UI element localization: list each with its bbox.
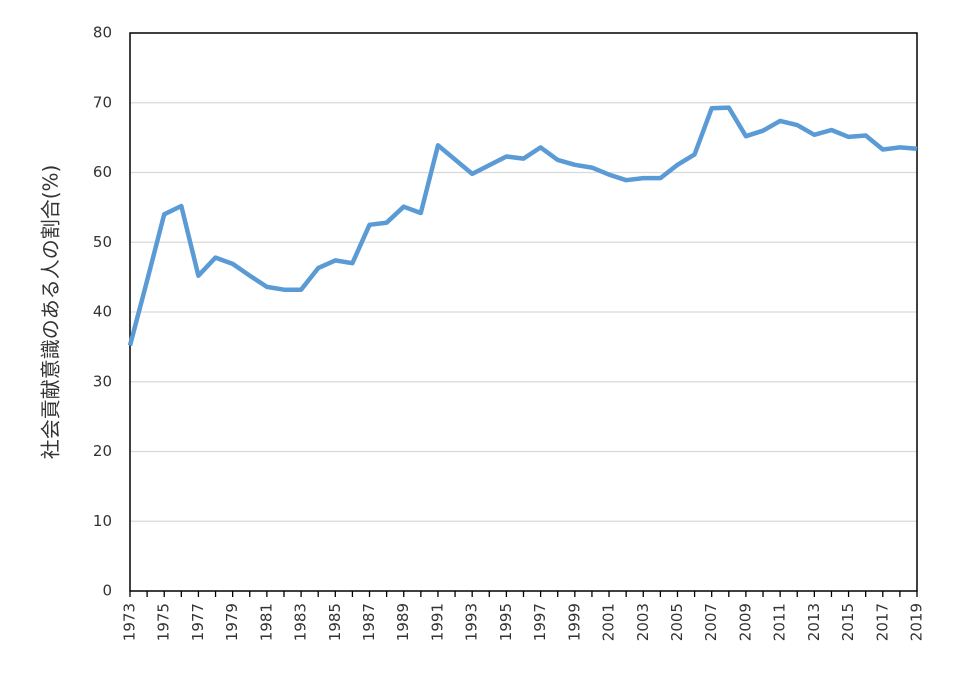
- x-tick-label: 1987: [360, 603, 378, 641]
- x-tick-label: 1981: [257, 603, 275, 641]
- y-tick-label: 0: [102, 582, 112, 600]
- y-axis: 0 10 20 30 40 50 60 70 80: [93, 24, 112, 600]
- y-tick-label: 50: [93, 233, 112, 251]
- x-tick-label: 1999: [565, 603, 583, 641]
- y-tick-label: 80: [93, 24, 112, 42]
- x-tick-label: 2003: [634, 603, 652, 641]
- x-tick-label: 2011: [771, 603, 789, 641]
- x-tick-label: 1977: [189, 603, 207, 641]
- x-tick-label: 1991: [428, 603, 446, 641]
- series-line-0: [127, 105, 918, 347]
- x-tick-label: 2017: [873, 603, 891, 641]
- x-tick-label: 1973: [121, 603, 139, 641]
- x-tick-label: 1997: [531, 603, 549, 641]
- x-tick-label: 2009: [736, 603, 754, 641]
- x-tick-label: 2007: [702, 603, 720, 641]
- x-tick-label: 1983: [292, 603, 310, 641]
- x-tick-label: 1989: [394, 603, 412, 641]
- gridlines: [130, 102, 917, 522]
- x-axis: 1973 1975 1977 1979 1981 1983 1985 1987 1989 1991…: [121, 591, 926, 641]
- x-tick-label: 1995: [497, 603, 515, 641]
- x-tick-label: 2015: [839, 603, 857, 641]
- y-tick-label: 20: [93, 442, 112, 460]
- x-tick-label: 1985: [326, 603, 344, 641]
- y-tick-label: 30: [93, 372, 112, 390]
- x-tick-label: 1975: [155, 603, 173, 641]
- x-tick-label: 2019: [908, 603, 926, 641]
- y-tick-label: 40: [93, 303, 112, 321]
- y-axis-label: 社会貢献意識のある人の割合(%): [39, 165, 63, 460]
- y-tick-label: 60: [93, 163, 112, 181]
- y-tick-label: 10: [93, 512, 112, 530]
- y-tick-label: 70: [93, 93, 112, 111]
- x-tick-label: 2005: [668, 603, 686, 641]
- x-tick-label: 1993: [463, 603, 481, 641]
- x-tick-label: 2001: [600, 603, 618, 641]
- series-layer: [127, 105, 918, 347]
- x-tick-label: 1979: [223, 603, 241, 641]
- x-tick-label: 2013: [805, 603, 823, 641]
